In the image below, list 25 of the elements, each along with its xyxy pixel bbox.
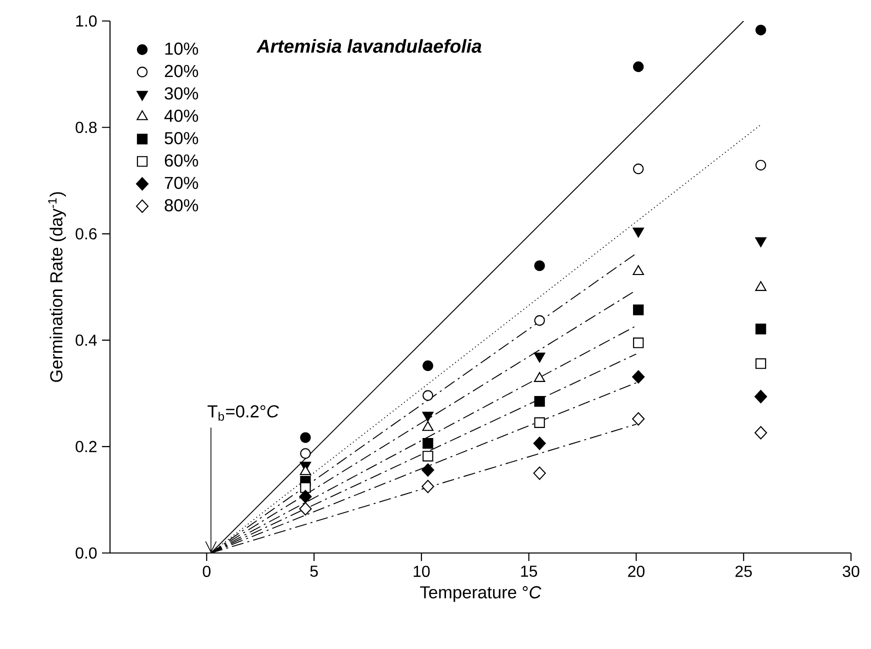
legend-label: 70%: [164, 176, 198, 190]
legend-label: 50%: [164, 132, 198, 144]
y-tick-label: 0.0: [76, 547, 97, 559]
y-tick-label: 0.6: [76, 228, 97, 240]
legend-label: 30%: [164, 87, 198, 100]
legend-label: 20%: [164, 64, 198, 78]
x-tick-label: 20: [628, 566, 644, 578]
legend-label: 60%: [164, 154, 198, 167]
annotation: T$_{b}$=0.2°C: [208, 405, 279, 421]
x-tick-label: 15: [521, 566, 538, 577]
legend-label: 80%: [164, 199, 198, 212]
x-tick-label: 25: [736, 566, 752, 578]
y-tick-label: 1.0: [76, 15, 97, 27]
x-tick-label: 30: [842, 566, 860, 578]
x-tick-label: 5: [310, 566, 318, 577]
y-tick-label: 0.4: [76, 334, 97, 346]
x-axis-title: Temperature °C: [420, 586, 542, 602]
text: Artemisia lavandulaefolia: [256, 39, 482, 53]
legend-label: 40%: [164, 110, 198, 122]
y-tick-label: 0.2: [76, 440, 96, 452]
y-tick-label: 0.8: [76, 122, 97, 134]
legend-label: 10%: [165, 42, 198, 55]
x-tick-label: 0: [202, 566, 210, 578]
y-axis-title: Germination Rate (day$^{-1}$): [48, 192, 66, 382]
x-tick-label: 10: [414, 566, 430, 578]
